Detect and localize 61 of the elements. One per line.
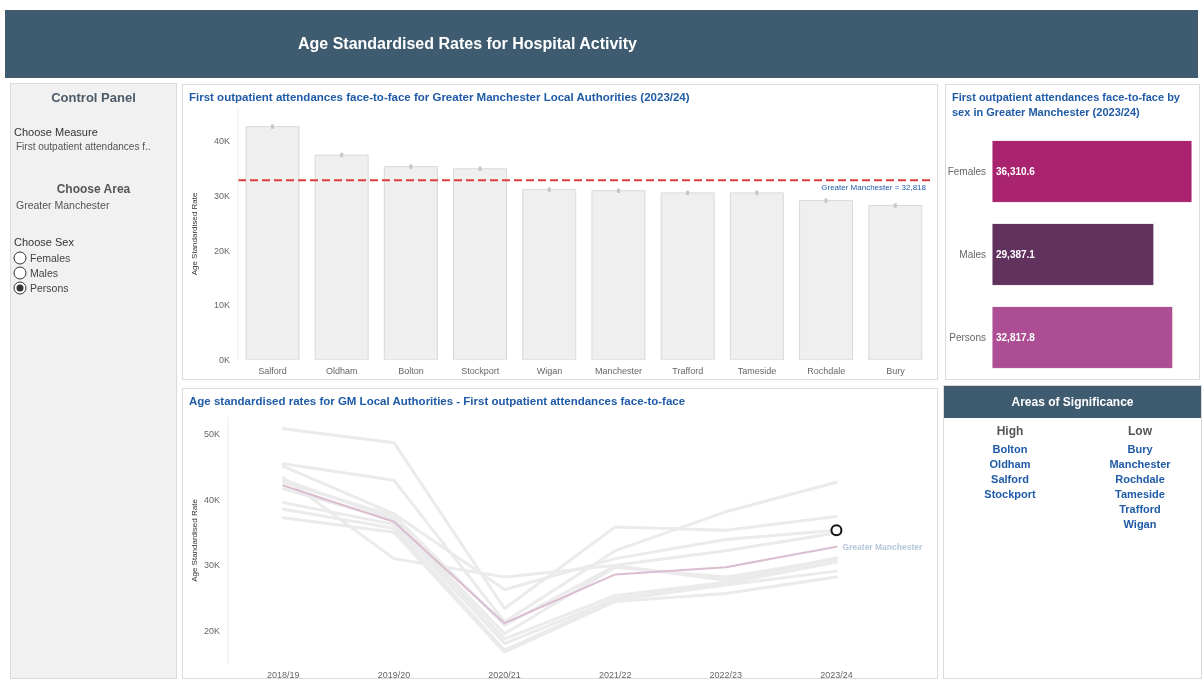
chart-title: First outpatient attendances face-to-face by sex in Greater Manchester (2023/24)	[952, 90, 1181, 120]
text: Oldham	[988, 457, 1032, 472]
text: Choose Measure	[14, 125, 98, 139]
x-tick-label: Trafford	[672, 366, 704, 377]
text: Stockport	[983, 487, 1037, 502]
y-tick-label: Males	[959, 249, 986, 261]
x-tick-label: Manchester	[595, 366, 643, 377]
text: Males	[30, 266, 59, 280]
data-label: 32,817.8	[996, 332, 1036, 344]
text: Rochdale	[1114, 472, 1166, 487]
text: High	[995, 423, 1025, 439]
x-tick-label: 2019/20	[377, 670, 411, 680]
x-tick-label: Tameside	[737, 366, 777, 377]
x-tick-label: 2021/22	[598, 670, 632, 680]
y-tick-label: Persons	[949, 332, 986, 344]
y-tick-label: 40K	[213, 136, 230, 147]
text: Salford	[990, 472, 1030, 487]
x-tick-label: 2020/21	[488, 670, 521, 680]
text: First outpatient attendances f..	[16, 140, 151, 154]
y-tick-label: 30K	[213, 190, 230, 201]
x-tick-label: Oldham	[326, 366, 358, 377]
text: Wigan	[1122, 517, 1158, 532]
text: Persons	[30, 281, 69, 295]
text: Trafford	[1118, 502, 1162, 517]
y-tick-label: 50K	[203, 428, 220, 439]
x-tick-label: Stockport	[461, 366, 500, 377]
x-tick-label: 2023/24	[820, 670, 853, 680]
series-label: Greater Manchester	[842, 541, 923, 552]
y-tick-label: 0K	[218, 355, 230, 366]
chart-title: Age standardised rates for GM Local Authorities - First outpatient attendances face-to-face	[189, 394, 687, 409]
y-axis-title: Age Standardised Rate	[189, 498, 199, 582]
text: Greater Manchester	[16, 198, 110, 212]
y-tick-label: 20K	[213, 245, 230, 256]
text: Age Standardised Rates for Hospital Activity	[296, 34, 638, 54]
y-tick-label: 20K	[203, 626, 220, 637]
y-axis-title: Age Standardised Rate	[189, 192, 199, 276]
y-tick-label: 30K	[203, 560, 220, 571]
x-tick-label: 2022/23	[709, 670, 743, 680]
text: Bury	[1126, 442, 1154, 457]
x-tick-label: Wigan	[536, 366, 563, 377]
text: Manchester	[1108, 457, 1172, 472]
text: Low	[1127, 423, 1153, 439]
x-tick-label: Salford	[258, 366, 287, 377]
text: Tameside	[1114, 487, 1166, 502]
text: Areas of Significance	[944, 386, 1201, 418]
text: Control Panel	[50, 90, 137, 105]
ref-line-label: Greater Manchester = 32,818	[821, 182, 927, 192]
text: Females	[30, 251, 71, 265]
x-tick-label: 2018/19	[267, 670, 300, 680]
y-tick-label: 40K	[203, 494, 220, 505]
y-tick-label: 10K	[213, 300, 230, 311]
x-tick-label: Rochdale	[807, 366, 846, 377]
text: Choose Sex	[14, 235, 74, 249]
y-tick-label: Females	[947, 166, 986, 178]
data-label: 36,310.6	[996, 166, 1036, 178]
data-label: 29,387.1	[996, 249, 1036, 261]
text: Choose Area	[55, 182, 132, 196]
x-tick-label: Bury	[886, 366, 906, 377]
text: Bolton	[991, 442, 1029, 457]
chart-title: First outpatient attendances face-to-face for Greater Manchester Local Authorities (2023/24)	[189, 90, 691, 105]
x-tick-label: Bolton	[398, 366, 424, 377]
